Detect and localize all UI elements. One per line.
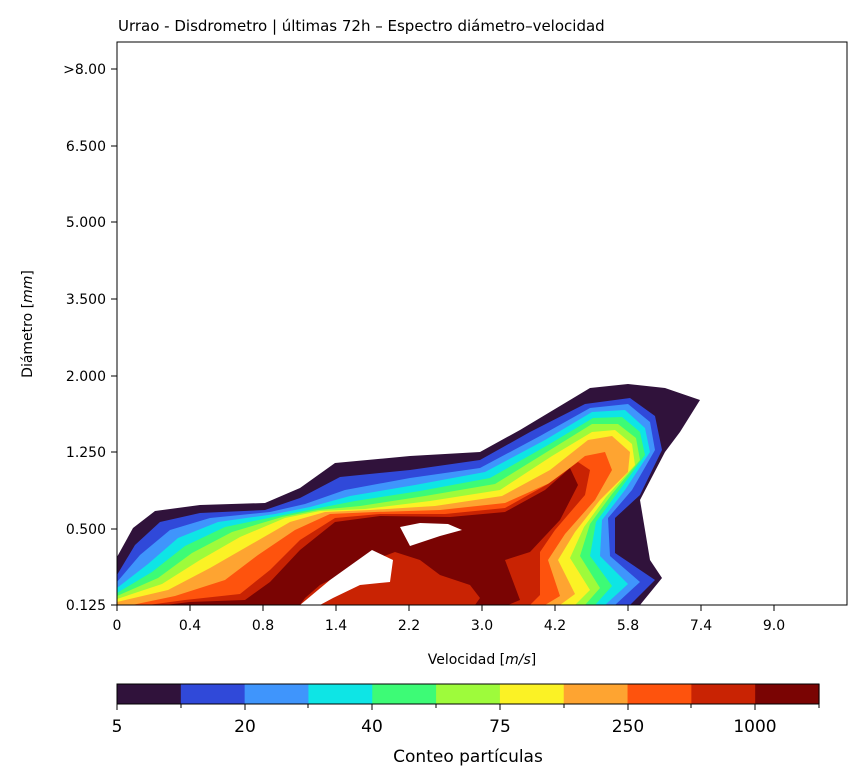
colorbar-frame: [116, 683, 820, 705]
y-tick-label: 6.500: [66, 139, 106, 155]
colorbar-tick-label: 20: [234, 717, 256, 737]
colorbar-label: Conteo partículas: [393, 747, 543, 767]
colorbar-ticks: [116, 704, 820, 710]
colorbar-cell: [117, 684, 182, 704]
colorbar-cell: [308, 684, 373, 704]
colorbar-cell: [372, 684, 437, 704]
contour-hole-2: [400, 523, 462, 546]
y-tick-7: >8.00: [63, 62, 117, 78]
colorbar-tick-label: 5: [112, 717, 123, 737]
y-axis: 0.125 0.500 1.250 2.000 3.500 5.000 6.50…: [20, 62, 117, 614]
y-axis-label: Diámetro [mm]: [20, 270, 36, 378]
colorbar-cell: [499, 684, 565, 704]
x-tick-1: 0.4: [179, 605, 201, 634]
x-tick-label: 4.2: [544, 618, 566, 634]
colorbar-cell: [627, 684, 692, 704]
x-tick-label: 7.4: [690, 618, 712, 634]
x-tick-label: 1.4: [325, 618, 347, 634]
x-axis: 0 0.4 0.8 1.4 2.2 3.0 4.2 5.8: [113, 605, 785, 668]
x-tick-7: 5.8: [617, 605, 639, 634]
y-tick-3: 2.000: [66, 369, 117, 385]
colorbar-tick-label: 40: [361, 717, 383, 737]
x-tick-5: 3.0: [471, 605, 493, 634]
y-tick-label: 2.000: [66, 369, 106, 385]
y-tick-label: >8.00: [63, 62, 106, 78]
colorbar-cell: [563, 684, 629, 704]
y-tick-label: 3.500: [66, 292, 106, 308]
colorbar-tick-label: 1000: [733, 717, 776, 737]
y-tick-label: 0.125: [66, 598, 106, 614]
y-tick-label: 1.250: [66, 445, 106, 461]
x-tick-label: 2.2: [398, 618, 420, 634]
x-tick-2: 0.8: [252, 605, 274, 634]
plot-area: [116, 41, 848, 606]
x-tick-label: 0.4: [179, 618, 201, 634]
y-tick-4: 3.500: [66, 292, 117, 308]
x-axis-label: Velocidad [m/s]: [428, 652, 537, 668]
colorbar-cell: [755, 684, 820, 704]
x-tick-label: 0.8: [252, 618, 274, 634]
x-tick-6: 4.2: [544, 605, 566, 634]
x-tick-label: 9.0: [763, 618, 785, 634]
contour-level-11: [165, 468, 578, 605]
colorbar-cell: [691, 684, 756, 704]
y-tick-1: 0.500: [66, 522, 117, 538]
y-tick-6: 6.500: [66, 139, 117, 155]
y-tick-label: 0.500: [66, 522, 106, 538]
y-tick-0: 0.125: [66, 598, 117, 614]
x-tick-9: 9.0: [763, 605, 785, 634]
y-tick-label: 5.000: [66, 215, 106, 231]
colorbar-tick-label: 250: [612, 717, 644, 737]
colorbar-cell: [180, 684, 246, 704]
x-tick-label: 0: [113, 618, 122, 634]
y-tick-5: 5.000: [66, 215, 117, 231]
contour-hole-1: [300, 550, 393, 605]
contour-fill: [117, 384, 700, 605]
x-tick-label: 3.0: [471, 618, 493, 634]
x-tick-3: 1.4: [325, 605, 347, 634]
x-tick-label: 5.8: [617, 618, 639, 634]
colorbar: 5 20 40 75 250 1000 Conteo partículas: [112, 683, 820, 767]
colorbar-cells: [117, 684, 820, 704]
x-tick-4: 2.2: [398, 605, 420, 634]
colorbar-tick-label: 75: [489, 717, 511, 737]
colorbar-cell: [436, 684, 501, 704]
chart-title: Urrao - Disdrometro | últimas 72h – Espe…: [118, 17, 605, 35]
x-tick-0: 0: [113, 605, 122, 634]
y-tick-2: 1.250: [66, 445, 117, 461]
x-tick-8: 7.4: [690, 605, 712, 634]
colorbar-cell: [244, 684, 310, 704]
